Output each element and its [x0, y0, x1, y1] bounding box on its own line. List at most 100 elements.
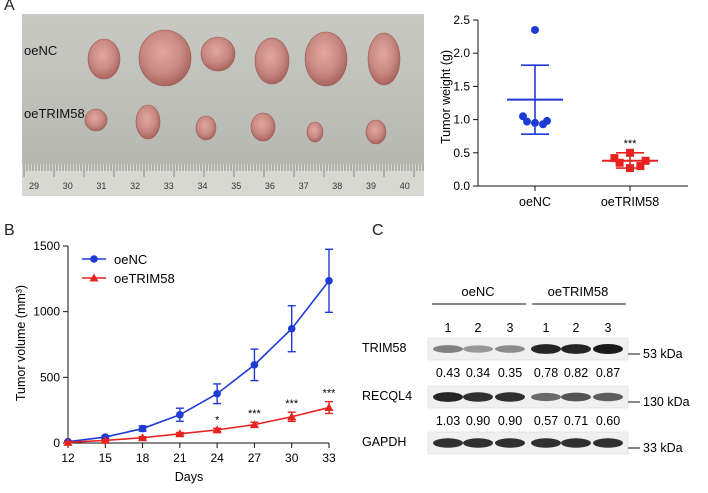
- blot-row-label: GAPDH: [362, 435, 406, 449]
- legend: oeNC oeTRIM58: [82, 252, 175, 286]
- blot-band: [593, 438, 623, 448]
- band-quantification: 0.57: [534, 414, 558, 428]
- data-point: [287, 412, 297, 421]
- x-tick-label: 12: [61, 451, 75, 465]
- blot-band: [531, 392, 561, 402]
- y-tick-label: 1000: [33, 305, 60, 319]
- y-tick-label: 0.5: [453, 146, 470, 160]
- y-tick-label: 0.0: [453, 179, 470, 193]
- blot-band: [593, 344, 623, 354]
- tumor-oetrim58: [195, 115, 217, 141]
- ruler-number: 33: [164, 181, 174, 191]
- western-blot-svg: oeNC oeTRIM58 1 2 3 1 2 3 TRIM58 53 kDa 0.43 0.34 0.…: [362, 284, 690, 455]
- blot-strip: [427, 337, 629, 361]
- ruler-number: 30: [63, 181, 73, 191]
- data-point: [175, 429, 185, 438]
- row-label-oetrim58: oeTRIM58: [24, 106, 85, 121]
- blot-band: [433, 392, 463, 402]
- tumor-photo: 29 30 31 32 33 34 35 36 37 38 39 40 oeNC oeTRIM58: [22, 14, 424, 196]
- data-point: [531, 25, 539, 34]
- x-tick-label: 33: [322, 451, 336, 465]
- y-tick-label: 1500: [33, 239, 60, 253]
- ruler: [22, 164, 424, 196]
- blot-band: [463, 438, 493, 448]
- blot-strip: [427, 385, 629, 409]
- tumor-oetrim58: [250, 112, 276, 142]
- x-tick-label: oeTRIM58: [601, 195, 659, 209]
- band-quantification: 0.60: [596, 414, 620, 428]
- data-point: [641, 156, 650, 165]
- ruler-ticks: [23, 164, 424, 177]
- lane-number: 2: [573, 321, 580, 335]
- series-line: [67, 280, 330, 443]
- x-tick-label: 24: [210, 451, 224, 465]
- tumor-oenc: [87, 38, 121, 80]
- blot-row-label: TRIM58: [362, 341, 407, 355]
- lane-number: 1: [543, 321, 550, 335]
- significance-marker: ***: [285, 398, 299, 410]
- data-point: [523, 117, 531, 126]
- ruler-number: 37: [299, 181, 309, 191]
- band-quantification: 0.34: [466, 366, 490, 380]
- blot-band: [495, 438, 525, 448]
- significance-marker: ***: [323, 388, 337, 400]
- data-point: [212, 425, 222, 434]
- tumor-oetrim58: [365, 119, 387, 145]
- data-point: [636, 162, 645, 171]
- data-point: [100, 435, 110, 444]
- data-point: [249, 420, 259, 429]
- ruler-number: 32: [130, 181, 140, 191]
- blot-band: [495, 392, 525, 402]
- legend-marker: [89, 273, 99, 282]
- tumor-oenc: [304, 31, 348, 87]
- ruler-number: 39: [366, 181, 376, 191]
- blot-band: [463, 345, 493, 353]
- significance-marker: ***: [624, 138, 638, 150]
- blot-band: [593, 392, 623, 402]
- blot-band: [463, 392, 493, 402]
- data-point: [138, 433, 148, 442]
- blot-band: [433, 345, 463, 353]
- tumor-volume-svg: Tumor volume (mm³) Days 0 500 1000 1500 12 15…: [14, 239, 337, 484]
- data-point: [287, 324, 296, 333]
- y-tick-label: 2.0: [453, 46, 470, 60]
- ruler-number: 35: [231, 181, 241, 191]
- legend-label: oeNC: [114, 252, 147, 267]
- blot-band: [531, 438, 561, 448]
- size-marker-label: 33 kDa: [643, 441, 683, 455]
- lane-number: 1: [445, 321, 452, 335]
- data-point: [626, 164, 634, 173]
- data-point: [610, 154, 619, 163]
- lane-number: 3: [605, 321, 612, 335]
- x-axis-label: Days: [175, 470, 203, 484]
- data-point: [63, 437, 73, 446]
- legend-label: oeTRIM58: [114, 271, 175, 286]
- ruler-number: 29: [29, 181, 39, 191]
- data-point: [615, 158, 624, 167]
- y-tick-label: 1.5: [453, 79, 470, 93]
- x-tick-label: oeNC: [519, 195, 551, 209]
- tumor-oenc: [200, 36, 236, 72]
- y-axis-label: Tumor weight (g): [439, 50, 453, 144]
- blot-band: [561, 438, 591, 448]
- lane-number: 2: [475, 321, 482, 335]
- blot-strip: [427, 431, 629, 455]
- band-quantification: 0.90: [466, 414, 490, 428]
- y-axis-label: Tumor volume (mm³): [14, 285, 28, 401]
- size-marker-label: 130 kDa: [643, 395, 690, 409]
- western-blot: oeNC oeTRIM58 1 2 3 1 2 3 TRIM58 53 kDa 0.43 0.34 0.…: [360, 226, 708, 488]
- legend-marker: [90, 255, 98, 263]
- data-point: [176, 410, 184, 419]
- panel-label-b: B: [4, 222, 15, 239]
- band-quantification: 1.03: [436, 414, 460, 428]
- blot-band: [531, 344, 561, 354]
- blot-band: [433, 438, 463, 448]
- band-quantification: 0.78: [534, 366, 558, 380]
- panel-label-c: C: [372, 222, 384, 239]
- band-quantification: 0.87: [596, 366, 620, 380]
- blot-band: [561, 344, 591, 354]
- data-point: [539, 120, 547, 129]
- row-label-oenc: oeNC: [24, 43, 57, 58]
- x-tick-label: 18: [136, 451, 150, 465]
- ruler-number: 38: [332, 181, 342, 191]
